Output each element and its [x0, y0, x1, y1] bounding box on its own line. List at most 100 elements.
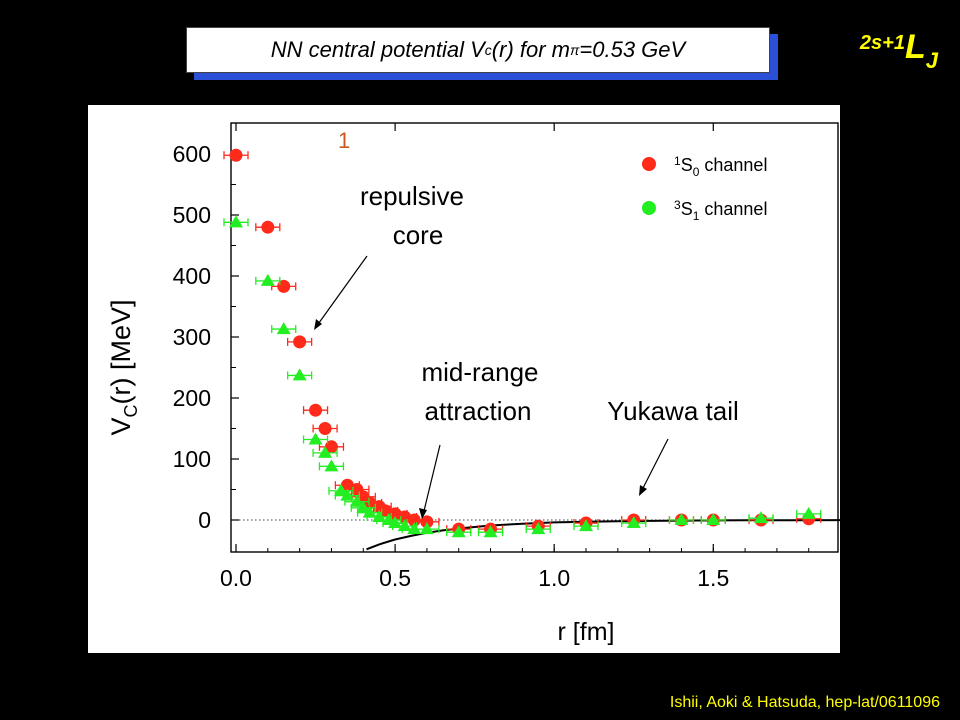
y-tick-label: 0: [198, 507, 211, 533]
arrowhead-repulsive: [314, 319, 322, 330]
data-point-1s0: [302, 403, 329, 417]
data-point-3s1: [286, 368, 313, 381]
data-point-3s1: [334, 488, 361, 501]
arrow-yukawa: [640, 438, 669, 493]
arrow-repulsive: [315, 255, 368, 328]
marker-triangle: [229, 215, 243, 228]
annotation-midrange-line1: mid-range: [421, 357, 538, 387]
legend-label-rest: channel: [699, 199, 767, 219]
marker-triangle: [483, 525, 498, 538]
data-point-3s1: [271, 322, 297, 335]
title-text-sub: c: [484, 42, 492, 58]
marker-triangle: [626, 516, 641, 529]
marker-triangle: [407, 522, 422, 535]
marker-triangle: [362, 505, 377, 518]
marker-circle: [407, 513, 421, 527]
y-tick-label: 400: [173, 263, 211, 289]
notation-superscript: 2s+1: [859, 32, 905, 54]
data-point-3s1: [668, 513, 695, 525]
legend-label-main: S: [681, 199, 693, 219]
plot-frame: [230, 122, 839, 553]
marker-circle: [309, 403, 323, 417]
arrowhead-yukawa: [639, 485, 647, 496]
annotation-repulsive-line2: core: [393, 220, 444, 250]
y-tick-label: 500: [173, 202, 211, 228]
y-axis-label-main: V: [106, 417, 136, 435]
marker-triangle: [372, 509, 387, 522]
data-point-3s1: [223, 215, 249, 228]
corner-mark: 1: [338, 128, 350, 153]
legend-label-sub: 1: [693, 209, 700, 223]
spectroscopic-notation: 2s+1LJ: [859, 28, 938, 73]
arrowhead-midrange: [419, 508, 427, 519]
x-tick-label: 0.5: [379, 565, 411, 591]
marker-triangle: [451, 525, 466, 538]
legend-label-rest: channel: [699, 155, 767, 175]
citation-credit: Ishii, Aoki & Hatsuda, hep-lat/0611096: [669, 694, 940, 711]
marker-triangle: [318, 445, 333, 458]
marker-triangle: [276, 322, 291, 335]
annotation-repulsive-line1: repulsive: [360, 181, 464, 211]
y-axis-label-rest: (r) [MeV]: [106, 299, 136, 404]
marker-circle: [420, 515, 434, 529]
data-point-1s0: [312, 422, 338, 435]
arrow-midrange: [422, 444, 441, 516]
data-point-1s0: [318, 440, 345, 454]
marker-triangle: [801, 506, 816, 519]
marker-circle: [261, 220, 275, 234]
legend-label-1s0: 1S0 channel: [674, 154, 767, 179]
title-text-mid: (r) for m: [491, 37, 570, 62]
marker-circle: [324, 440, 338, 454]
marker-triangle: [356, 500, 371, 513]
title-text-pi: π: [570, 42, 580, 58]
data-point-3s1: [446, 525, 472, 538]
data-point-1s0: [223, 148, 249, 162]
x-axis-label: r [fm]: [558, 618, 615, 646]
data-point-1s0: [286, 335, 313, 349]
data-point-3s1: [344, 494, 370, 507]
data-point-3s1: [302, 432, 329, 445]
data-point-3s1: [350, 500, 376, 513]
annotation-midrange-line2: attraction: [425, 396, 532, 426]
legend-label-3s1: 3S1 channel: [674, 198, 767, 223]
x-tick-label: 1.0: [538, 565, 570, 591]
data-point-3s1: [700, 513, 726, 525]
data-point-1s0: [271, 279, 297, 293]
marker-circle: [293, 335, 307, 349]
y-axis-label: VC(r) [MeV]: [106, 299, 141, 435]
marker-triangle: [292, 368, 307, 381]
data-point-3s1: [477, 525, 504, 538]
legend-label-sub: 0: [693, 165, 700, 179]
data-point-3s1: [796, 506, 822, 519]
marker-triangle: [349, 494, 364, 507]
marker-circle: [277, 279, 291, 293]
marker-triangle: [308, 432, 323, 445]
data-point-3s1: [318, 459, 345, 472]
data-point-3s1: [328, 483, 354, 496]
legend-label-sup: 3: [674, 198, 681, 212]
y-tick-label: 200: [173, 385, 211, 411]
data-point-3s1: [621, 516, 647, 529]
notation-J: J: [925, 48, 938, 73]
annotation-yukawa: Yukawa tail: [607, 396, 739, 426]
legend-label-main: S: [681, 155, 693, 175]
legend-label-sup: 1: [674, 154, 681, 168]
fit-curve: [366, 519, 840, 551]
marker-circle: [318, 422, 332, 435]
legend-marker-1s0: [642, 157, 656, 171]
y-tick-label: 300: [173, 324, 211, 350]
title-text-pre: NN central potential V: [270, 37, 485, 62]
legend-marker-3s1: [642, 201, 656, 215]
y-tick-label: 600: [173, 141, 211, 167]
data-point-3s1: [312, 445, 338, 458]
y-axis-label-sub: C: [121, 404, 141, 417]
marker-triangle: [706, 513, 721, 525]
marker-triangle: [334, 483, 348, 496]
x-tick-label: 0.0: [220, 565, 252, 591]
x-tick-label: 1.5: [697, 565, 729, 591]
data-point-3s1: [748, 511, 774, 524]
marker-triangle: [397, 519, 412, 532]
